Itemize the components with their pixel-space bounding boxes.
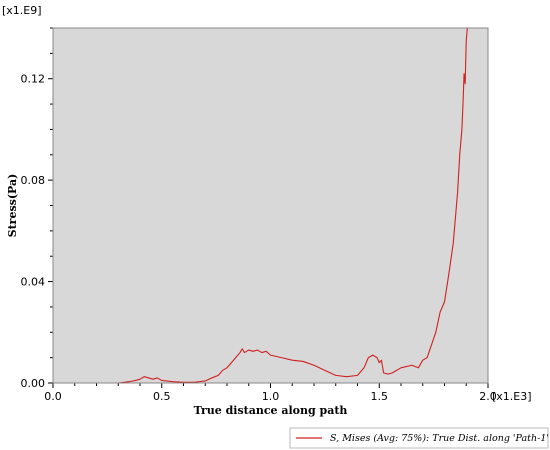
y-tick-label: 0.04: [21, 276, 46, 289]
y-axis-multiplier: [x1.E9]: [2, 4, 42, 17]
x-tick-label: 0.5: [153, 390, 171, 403]
x-tick-label: 2.0: [479, 390, 497, 403]
x-tick-label: 1.5: [371, 390, 389, 403]
plot-frame: [52, 27, 489, 384]
series-layer: [53, 28, 468, 383]
y-tick-label: 0.08: [21, 174, 46, 187]
y-axis-title: Stress(Pa): [6, 174, 19, 238]
x-axis-multiplier: [x1.E3]: [492, 390, 532, 403]
legend-box: [289, 427, 549, 449]
legend-entry-label: S, Mises (Avg: 75%): True Dist. along 'P…: [330, 433, 549, 444]
x-axis-title: True distance along path: [194, 404, 348, 417]
series-line-mises-stress: [53, 28, 468, 383]
y-tick-label: 0.12: [21, 73, 46, 86]
tick-labels-layer: 0.0 0.5 1.0 1.5 2.0 0.00 0.04 0.08 0.12: [21, 73, 497, 403]
x-tick-label: 0.0: [44, 390, 62, 403]
y-tick-label: 0.00: [21, 377, 46, 390]
legend: S, Mises (Avg: 75%): True Dist. along 'P…: [289, 427, 549, 449]
x-tick-label: 1.0: [262, 390, 280, 403]
plot-background: [53, 28, 488, 383]
